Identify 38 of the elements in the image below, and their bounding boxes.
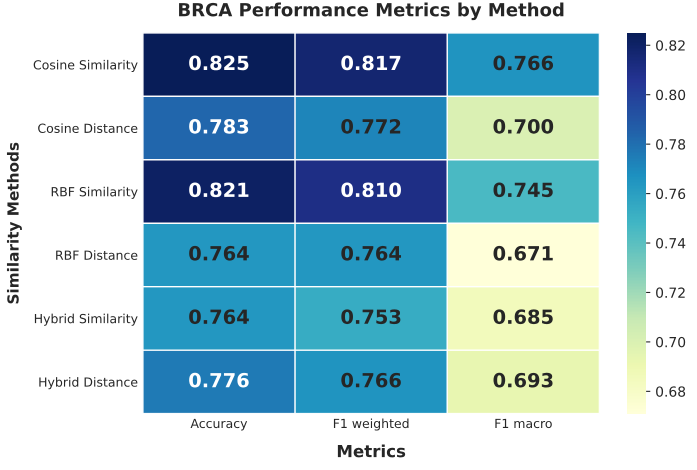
data-label: 0.700 <box>494 119 554 134</box>
color-bar-label: 0.72 <box>656 287 685 298</box>
data-label: 0.772 <box>341 119 400 134</box>
x-tick-label: Accuracy <box>190 418 248 431</box>
y-tick-label: Cosine Similarity <box>34 60 138 72</box>
x-tick-label: F1 macro <box>495 418 552 428</box>
chart-title: BRCA Performance Metrics by Method <box>179 2 564 20</box>
data-label: 0.817 <box>341 56 400 70</box>
x-tick-label: F1 weighted <box>334 418 408 431</box>
data-label: 0.776 <box>189 372 249 388</box>
data-label: 0.685 <box>494 309 553 324</box>
data-label: 0.825 <box>189 56 248 70</box>
data-label: 0.671 <box>494 246 553 261</box>
data-label: 0.766 <box>494 56 554 70</box>
data-label: 0.753 <box>341 309 400 324</box>
data-label: 0.764 <box>189 246 249 261</box>
data-label: 0.764 <box>189 309 249 324</box>
color-bar-label: 0.80 <box>656 90 686 100</box>
data-label: 0.783 <box>189 119 248 134</box>
data-label: 0.821 <box>189 182 248 198</box>
y-tick-label: RBF Similarity <box>52 186 138 199</box>
y-tick-label: RBF Distance <box>56 250 138 260</box>
data-label: 0.693 <box>494 372 553 388</box>
x-axis-title: Metrics <box>338 444 406 458</box>
y-axis-title: Similarity Methods <box>6 142 22 304</box>
data-label: 0.810 <box>341 182 401 198</box>
color-bar-label: 0.68 <box>656 386 686 397</box>
data-label: 0.764 <box>341 246 402 261</box>
color-bar-label: 0.70 <box>656 336 686 348</box>
color-bar-label: 0.74 <box>656 238 686 248</box>
y-tick-label: Cosine Distance <box>38 123 138 133</box>
data-label: 0.766 <box>341 372 401 388</box>
y-tick-label: Hybrid Distance <box>39 377 138 390</box>
color-bar-label: 0.78 <box>656 139 686 150</box>
data-label: 0.745 <box>494 182 553 198</box>
y-tick-label: Hybrid Similarity <box>34 314 138 326</box>
color-bar-label: 0.76 <box>656 188 686 200</box>
color-bar-label: 0.82 <box>656 40 685 51</box>
